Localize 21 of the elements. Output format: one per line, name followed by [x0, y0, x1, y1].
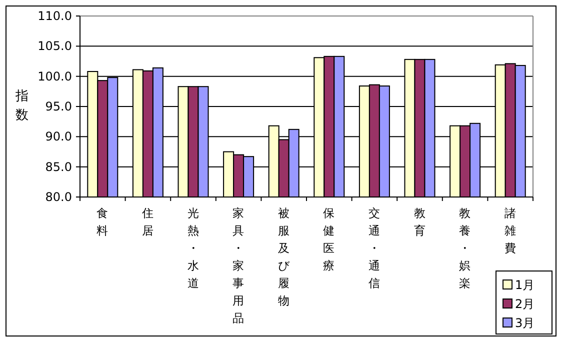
x-tick-label: 家具・家事用品 — [232, 206, 245, 325]
y-tick-label: 85.0 — [45, 160, 72, 174]
legend-label: 2月 — [515, 297, 535, 311]
legend-label: 1月 — [515, 278, 535, 292]
y-tick-label: 90.0 — [45, 130, 72, 144]
y-tick-label: 95.0 — [45, 100, 72, 114]
y-tick-label: 110.0 — [38, 9, 72, 23]
y-tick-label: 80.0 — [45, 190, 72, 204]
x-tick-label: 教育 — [414, 206, 426, 238]
x-tick-label: 保健医療 — [323, 206, 336, 272]
legend-label: 3月 — [515, 316, 535, 330]
x-tick-label: 光熱・水道 — [187, 206, 200, 290]
y-tick-label: 105.0 — [38, 39, 72, 54]
y-tick-label: 100.0 — [38, 69, 72, 84]
x-tick-label: 被服及び履物 — [278, 206, 291, 308]
x-tick-label: 教養・娯楽 — [459, 206, 472, 290]
x-tick-label: 諸雑費 — [504, 206, 516, 255]
x-tick-label: 食料 — [96, 206, 109, 238]
x-tick-label: 交通・通信 — [368, 206, 380, 290]
y-axis-title: 指数 — [14, 89, 28, 123]
x-tick-label: 住居 — [140, 206, 154, 238]
